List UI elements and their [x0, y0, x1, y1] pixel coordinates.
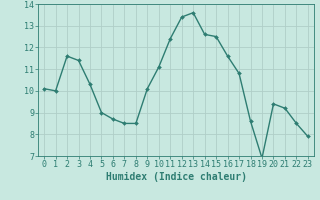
X-axis label: Humidex (Indice chaleur): Humidex (Indice chaleur)	[106, 172, 246, 182]
